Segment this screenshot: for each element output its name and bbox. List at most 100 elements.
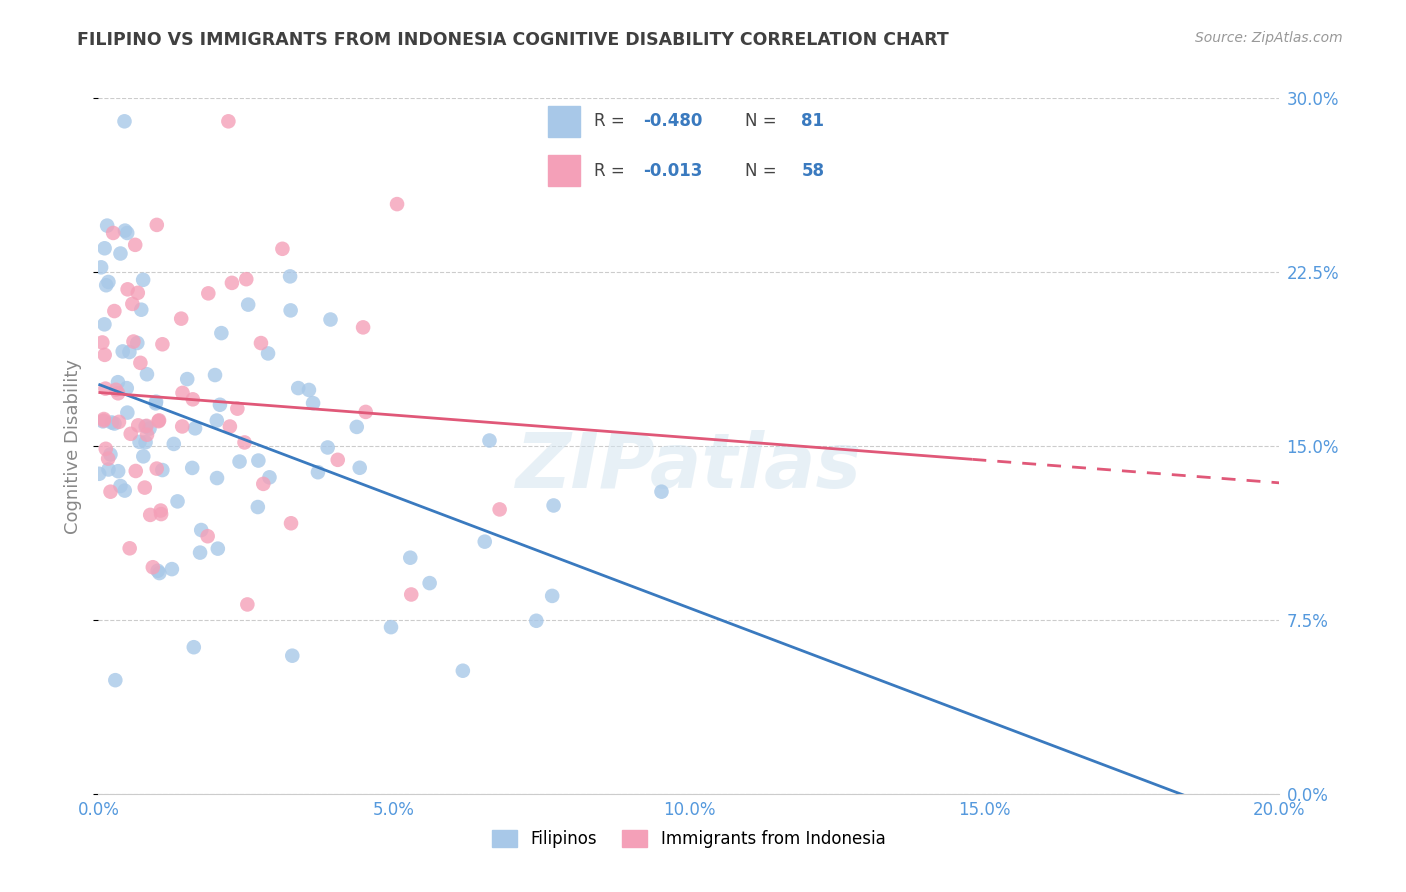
Point	[281, 648, 304, 663]
Point	[111, 344, 134, 359]
Point	[96, 219, 118, 233]
Point	[132, 273, 155, 287]
Point	[122, 334, 145, 349]
Point	[100, 484, 122, 499]
Point	[278, 269, 301, 284]
Point	[319, 312, 342, 326]
Point	[90, 260, 112, 275]
Point	[148, 566, 170, 580]
Point	[110, 246, 132, 260]
Point	[352, 320, 374, 334]
Point	[170, 311, 193, 326]
Point	[134, 481, 156, 495]
Point	[280, 516, 302, 531]
Point	[524, 614, 547, 628]
Point	[541, 589, 564, 603]
Point	[172, 419, 194, 434]
Point	[100, 447, 122, 461]
Point	[127, 285, 149, 300]
Point	[197, 529, 219, 543]
Point	[136, 368, 159, 382]
Point	[129, 302, 152, 317]
Point	[247, 453, 270, 467]
Point	[298, 383, 321, 397]
Point	[104, 673, 127, 688]
Point	[114, 114, 136, 128]
Point	[110, 479, 132, 493]
Point	[184, 421, 207, 435]
Text: Source: ZipAtlas.com: Source: ZipAtlas.com	[1195, 31, 1343, 45]
Point	[385, 197, 408, 211]
Point	[207, 541, 229, 556]
Text: -0.013: -0.013	[644, 161, 703, 179]
Point	[488, 502, 510, 516]
Point	[91, 335, 114, 350]
Point	[128, 434, 150, 449]
Point	[650, 484, 672, 499]
Y-axis label: Cognitive Disability: Cognitive Disability	[65, 359, 83, 533]
Point	[146, 564, 169, 578]
Point	[399, 587, 422, 601]
Point	[259, 470, 281, 484]
Point	[280, 303, 302, 318]
Point	[121, 297, 143, 311]
Point	[316, 441, 339, 455]
Point	[135, 418, 157, 433]
Point	[94, 382, 117, 396]
Point	[197, 286, 219, 301]
Point	[127, 418, 149, 433]
Point	[145, 396, 167, 410]
Point	[97, 275, 120, 289]
Point	[307, 465, 329, 479]
Point	[349, 460, 371, 475]
Point	[120, 426, 142, 441]
Text: N =: N =	[745, 112, 782, 130]
Text: R =: R =	[593, 161, 630, 179]
Point	[204, 368, 226, 382]
Point	[101, 226, 124, 240]
Point	[205, 471, 228, 485]
Point	[226, 401, 249, 416]
Point	[93, 413, 115, 427]
Point	[107, 375, 129, 389]
Point	[89, 467, 111, 481]
Point	[135, 435, 157, 450]
Point	[354, 405, 377, 419]
Text: -0.480: -0.480	[644, 112, 703, 130]
Point	[246, 500, 269, 514]
Point	[205, 413, 228, 427]
Point	[163, 437, 186, 451]
Legend: Filipinos, Immigrants from Indonesia: Filipinos, Immigrants from Indonesia	[485, 823, 893, 855]
Point	[236, 598, 259, 612]
Point	[142, 560, 165, 574]
Point	[114, 483, 136, 498]
Point	[107, 464, 129, 478]
Point	[107, 386, 129, 401]
Point	[160, 562, 183, 576]
Point	[145, 394, 167, 409]
Point	[181, 461, 204, 475]
Point	[129, 356, 152, 370]
Point	[190, 523, 212, 537]
Point	[148, 414, 170, 428]
Point	[474, 534, 496, 549]
Point	[235, 272, 257, 286]
Point	[93, 348, 115, 362]
Point	[380, 620, 402, 634]
Point	[287, 381, 309, 395]
Point	[166, 494, 188, 508]
Point	[117, 282, 139, 296]
Point	[209, 326, 232, 340]
Point	[127, 336, 149, 351]
Point	[208, 398, 231, 412]
Point	[399, 550, 422, 565]
Point	[302, 396, 325, 410]
Point	[257, 346, 280, 360]
Point	[135, 419, 157, 434]
Point	[543, 499, 565, 513]
Point	[97, 451, 120, 466]
Point	[103, 304, 125, 318]
Point	[451, 664, 474, 678]
Point	[118, 345, 141, 359]
Point	[103, 417, 125, 431]
